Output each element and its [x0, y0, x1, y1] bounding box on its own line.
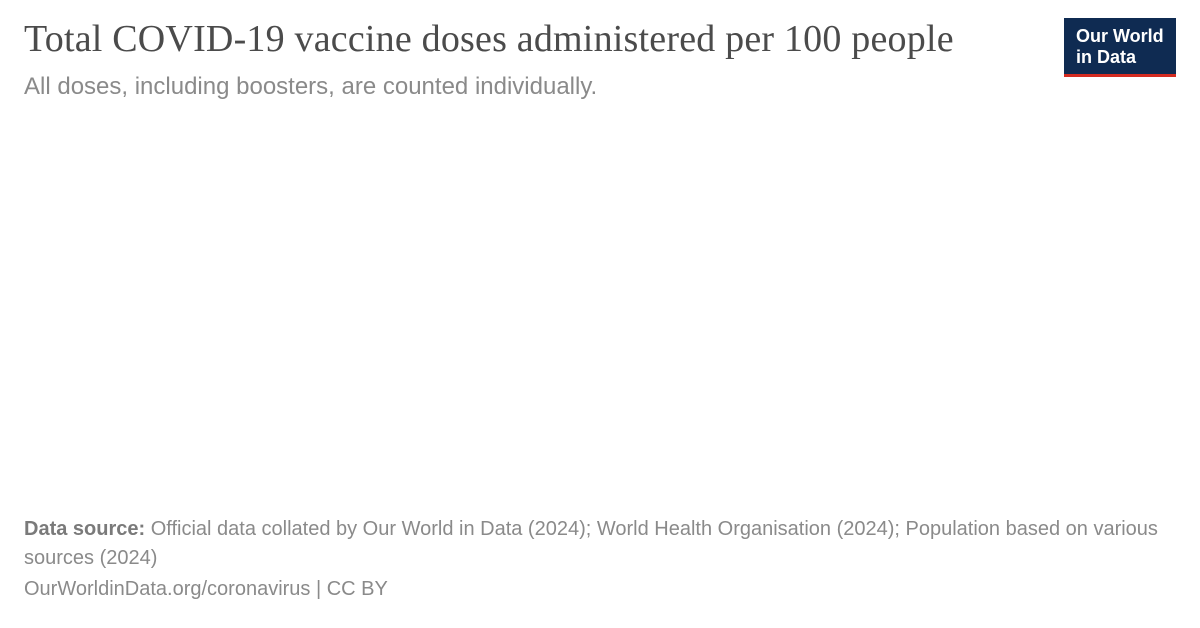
- footer: Data source: Official data collated by O…: [24, 515, 1176, 604]
- page-title: Total COVID-19 vaccine doses administere…: [24, 18, 1004, 61]
- chart-area-empty: [24, 103, 1176, 515]
- owid-logo: Our World in Data: [1064, 18, 1176, 77]
- owid-logo-underline: [1064, 74, 1176, 77]
- owid-logo-line2: in Data: [1076, 47, 1164, 68]
- footer-attribution: OurWorldinData.org/coronavirus | CC BY: [24, 575, 1176, 604]
- footer-source-label: Data source:: [24, 518, 145, 540]
- title-block: Total COVID-19 vaccine doses administere…: [24, 18, 1004, 103]
- owid-logo-line1: Our World: [1076, 26, 1164, 47]
- footer-source-text: Official data collated by Our World in D…: [24, 518, 1158, 569]
- page-subtitle: All doses, including boosters, are count…: [24, 71, 1004, 103]
- header-row: Total COVID-19 vaccine doses administere…: [24, 18, 1176, 103]
- chart-card: Total COVID-19 vaccine doses administere…: [0, 0, 1200, 628]
- footer-source-line: Data source: Official data collated by O…: [24, 515, 1176, 573]
